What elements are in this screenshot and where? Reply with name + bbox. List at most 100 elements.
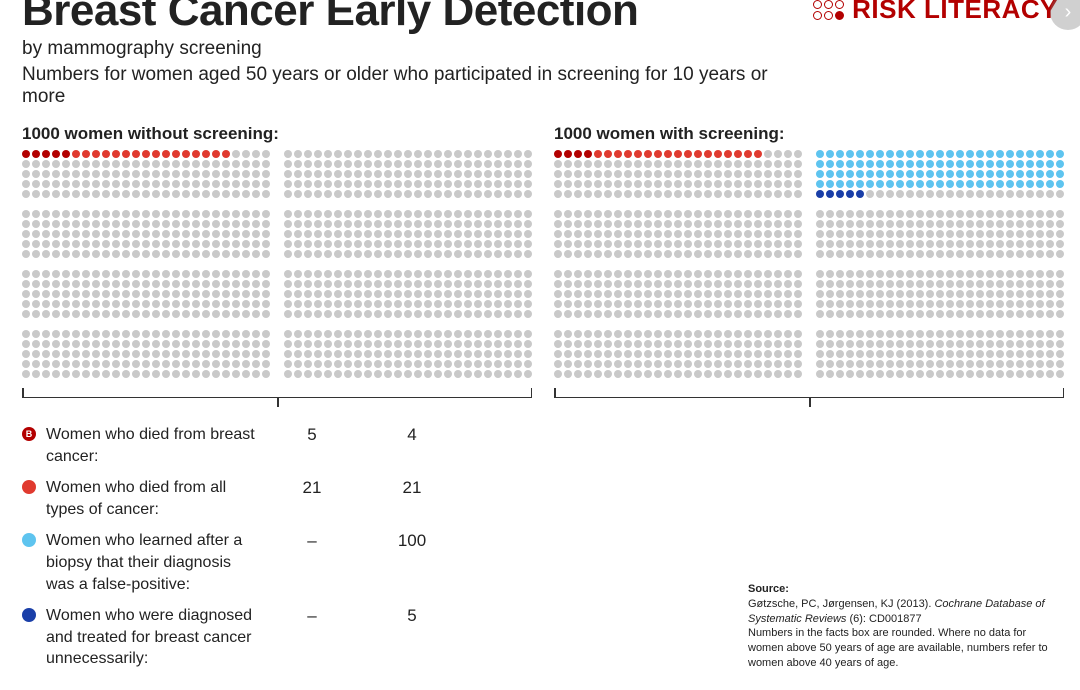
dot-icon [644,300,652,308]
dot-icon [946,160,954,168]
dot-icon [212,170,220,178]
dot-icon [714,180,722,188]
source-heading: Source: [748,582,1058,597]
dot-icon [856,150,864,158]
dot-icon [1016,170,1024,178]
dot-icon [364,160,372,168]
dot-icon [242,360,250,368]
dot-icon [414,340,422,348]
dot-icon [142,250,150,258]
dot-icon [474,210,482,218]
dot-icon [334,180,342,188]
dot-icon [624,160,632,168]
dot-icon [374,170,382,178]
dot-icon [856,210,864,218]
dot-icon [494,210,502,218]
dot-icon [182,230,190,238]
dot-icon [394,340,402,348]
dot-icon [514,190,522,198]
dot-icon [886,190,894,198]
dot-icon [684,350,692,358]
dot-icon [1016,270,1024,278]
dot-icon [252,170,260,178]
dot-icon [304,230,312,238]
dot-icon [514,220,522,228]
dot-icon [192,250,200,258]
dot-icon [836,340,844,348]
dot-icon [1046,150,1054,158]
dot-icon [122,190,130,198]
dot-icon [454,220,462,228]
dot-icon [434,300,442,308]
dot-icon [514,290,522,298]
dot-icon [986,300,994,308]
dot-icon [794,350,802,358]
dot-icon [232,310,240,318]
dot-icon [966,220,974,228]
dot-icon [604,350,612,358]
dot-icon [202,370,210,378]
dot-icon [764,150,772,158]
source-citation: Gøtzsche, PC, Jørgensen, KJ (2013). Coch… [748,597,1058,627]
dot-icon [836,280,844,288]
dot-icon [564,360,572,368]
dot-icon [764,300,772,308]
dot-icon [956,160,964,168]
dot-icon [494,190,502,198]
dot-icon [484,330,492,338]
dot-icon [354,150,362,158]
dot-icon [122,250,130,258]
dot-icon [232,280,240,288]
dot-icon [182,300,190,308]
dot-icon [996,330,1004,338]
dot-icon [314,210,322,218]
dot-icon [444,350,452,358]
dot-icon [724,210,732,218]
dot-icon [836,290,844,298]
dot-icon [734,340,742,348]
dot-icon [1006,160,1014,168]
dot-icon [1016,250,1024,258]
dot-icon [474,220,482,228]
dot-icon [584,160,592,168]
dot-icon [304,210,312,218]
dot-icon [674,150,682,158]
dot-icon [1036,160,1044,168]
dot-icon [574,310,582,318]
dot-icon [212,350,220,358]
dot-icon [624,350,632,358]
dot-icon [614,190,622,198]
dot-icon [514,270,522,278]
dot-icon [494,330,502,338]
dot-icon [816,270,824,278]
dot-icon [614,300,622,308]
dot-icon [744,290,752,298]
dot-icon [956,210,964,218]
dot-icon [714,250,722,258]
dot-icon [374,340,382,348]
dot-icon [262,360,270,368]
dot-icon [334,190,342,198]
dot-icon [1026,310,1034,318]
dot-icon [876,300,884,308]
dot-icon [142,240,150,248]
dot-icon [976,340,984,348]
dot-icon [684,300,692,308]
dot-icon [1056,190,1064,198]
dot-icon [32,230,40,238]
dot-icon [866,170,874,178]
dot-icon [182,160,190,168]
dot-icon [886,300,894,308]
dot-icon [794,190,802,198]
dot-icon [774,180,782,188]
dot-icon [816,340,824,348]
dot-icon [734,180,742,188]
dot-icon [444,180,452,188]
dot-icon [574,240,582,248]
dot-icon [152,240,160,248]
dot-icon [976,310,984,318]
dot-icon [866,310,874,318]
dot-icon [624,310,632,318]
dot-icon [956,150,964,158]
dot-icon [574,170,582,178]
